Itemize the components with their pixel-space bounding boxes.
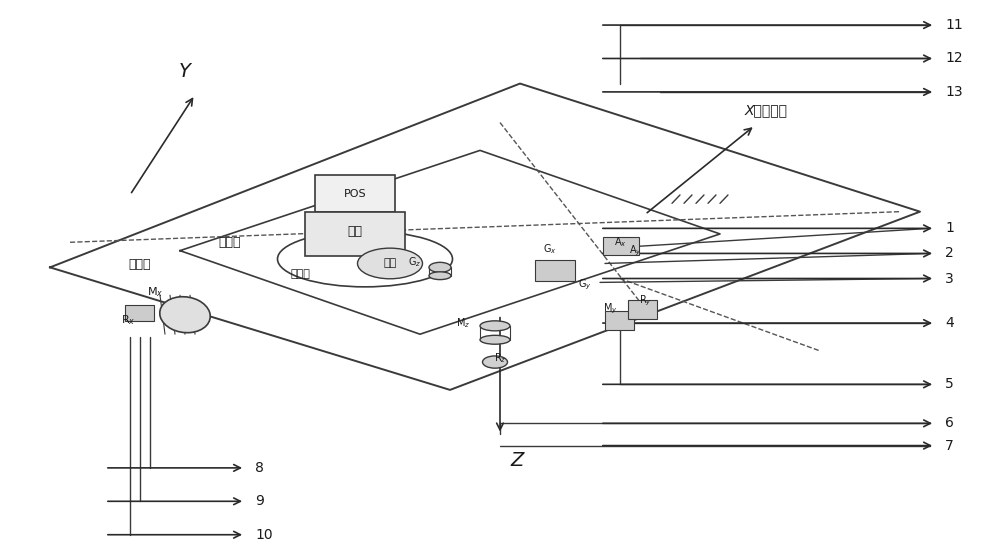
Text: 6: 6 [945, 416, 954, 431]
FancyBboxPatch shape [535, 260, 575, 281]
Text: G$_z$: G$_z$ [408, 255, 422, 268]
Text: POS: POS [344, 189, 366, 199]
Text: M$_y$: M$_y$ [603, 302, 617, 316]
Ellipse shape [429, 262, 451, 272]
FancyBboxPatch shape [605, 311, 634, 330]
Text: 12: 12 [945, 51, 963, 66]
Text: 3: 3 [945, 271, 954, 286]
Text: 2: 2 [945, 246, 954, 261]
Text: 13: 13 [945, 85, 963, 99]
Text: 相机: 相机 [348, 224, 362, 238]
Text: 横滚框: 横滚框 [129, 258, 151, 271]
FancyBboxPatch shape [628, 300, 657, 319]
FancyBboxPatch shape [125, 305, 154, 321]
FancyBboxPatch shape [315, 175, 395, 212]
Text: 方位框: 方位框 [290, 269, 310, 279]
Text: 9: 9 [255, 494, 264, 509]
Text: Z: Z [510, 451, 523, 470]
Ellipse shape [480, 335, 510, 344]
Text: 俯仰框: 俯仰框 [219, 236, 241, 249]
Text: 8: 8 [255, 461, 264, 475]
Text: Y: Y [179, 62, 191, 81]
Text: G$_y$: G$_y$ [578, 278, 592, 292]
Text: M$_z$: M$_z$ [456, 316, 470, 330]
Text: R$_y$: R$_y$ [639, 294, 651, 308]
Ellipse shape [480, 321, 510, 331]
Text: 4: 4 [945, 316, 954, 330]
Text: 10: 10 [255, 527, 273, 542]
Text: G$_x$: G$_x$ [543, 242, 557, 256]
Text: 5: 5 [945, 377, 954, 392]
FancyBboxPatch shape [305, 212, 405, 256]
Text: R$_x$: R$_x$ [121, 314, 135, 327]
Text: 1: 1 [945, 221, 954, 236]
Ellipse shape [160, 297, 210, 333]
Text: A$_y$: A$_y$ [629, 243, 641, 258]
Ellipse shape [429, 272, 451, 280]
Text: A$_x$: A$_x$ [614, 236, 626, 249]
Text: M$_x$: M$_x$ [147, 286, 163, 299]
Ellipse shape [482, 356, 508, 368]
FancyBboxPatch shape [603, 237, 639, 255]
Text: 镜头: 镜头 [383, 258, 397, 268]
Text: R$_z$: R$_z$ [494, 351, 506, 365]
Text: 7: 7 [945, 438, 954, 453]
Text: X飞行方向: X飞行方向 [745, 103, 788, 117]
Ellipse shape [358, 248, 422, 279]
Text: 11: 11 [945, 18, 963, 32]
